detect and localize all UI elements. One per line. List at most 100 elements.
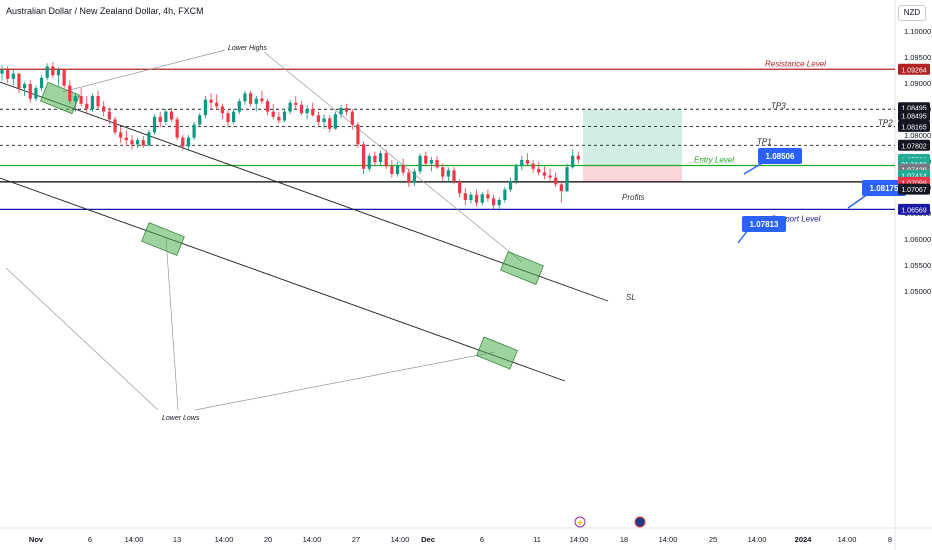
candle-body (130, 140, 134, 145)
green-zone (141, 222, 185, 256)
candle-body (542, 172, 546, 176)
candle-body (525, 159, 530, 164)
y-tick-label: 1.10000 (904, 27, 931, 36)
price-axis-badge (898, 110, 930, 121)
candle-body (356, 124, 360, 145)
x-tick-label: 14:00 (215, 535, 234, 544)
candle-body (497, 200, 501, 206)
candle-body (271, 111, 275, 117)
candle-body (299, 104, 304, 114)
candle-body (158, 116, 162, 122)
y-tick-label: 1.06000 (904, 235, 931, 244)
x-tick-label: 25 (709, 535, 717, 544)
callout-pointer (847, 193, 869, 209)
candle-body (68, 85, 72, 102)
candle-body (469, 194, 473, 200)
y-tick-label: 1.09000 (904, 79, 931, 88)
x-tick-label: 18 (620, 535, 628, 544)
candle-body (147, 132, 151, 146)
candle-body (243, 93, 247, 102)
candle-body (96, 96, 100, 107)
resistance-label: Resistance Level (765, 59, 826, 68)
candle-body (17, 73, 21, 89)
green-zone (476, 336, 518, 370)
candle-body (305, 109, 309, 114)
candle-body (181, 137, 185, 147)
x-tick-label: 14:00 (570, 535, 589, 544)
candle-body (34, 88, 38, 99)
candle-body (56, 70, 61, 76)
candle-body (39, 77, 44, 89)
candle-body (136, 140, 140, 145)
candle-body (367, 155, 371, 169)
candle-body (514, 166, 518, 181)
x-tick-label: 14:00 (125, 535, 144, 544)
candle-body (565, 167, 569, 192)
candle-body (237, 101, 241, 112)
price-axis-badge-text: 1.08495 (901, 106, 926, 113)
green-zone (500, 251, 544, 285)
lower-highs-label: Lower Highs (228, 45, 267, 52)
candle-body (362, 144, 366, 169)
price-axis-badge (898, 139, 930, 151)
price-axis-badge-text: 1.06569 (901, 207, 926, 214)
price-axis-badge (898, 183, 930, 195)
x-tick-label: 11 (533, 535, 541, 544)
candle-body (192, 124, 196, 138)
candle-body (429, 159, 433, 164)
price-axis-badge (898, 120, 930, 132)
y-tick-label: 1.05500 (904, 261, 931, 270)
candle-body (220, 106, 224, 114)
candle-body (198, 115, 202, 125)
candle-body (384, 153, 388, 167)
candle-body (395, 165, 400, 174)
tp1-label: TP1 (757, 137, 772, 146)
price-axis-badge-text: 1.07067 (901, 187, 926, 194)
candle-body (45, 66, 49, 78)
candle-body (491, 198, 496, 206)
x-tick-label: 6 (480, 535, 484, 544)
candle-body (311, 109, 315, 116)
price-axis-badge-text: 1.07802 (901, 143, 926, 150)
candle-body (418, 155, 422, 172)
candle-body (531, 163, 535, 169)
candle-body (119, 132, 123, 138)
price-axis-badge-text: 1.08495 (901, 114, 926, 121)
candle-body (503, 189, 507, 200)
support-label: Support Level (771, 214, 821, 223)
y-tick-label: 1.08000 (904, 131, 931, 140)
candle-body (85, 103, 89, 109)
candle-body (520, 159, 524, 167)
x-tick-label: Dec (421, 535, 435, 544)
stop-loss-zone (583, 165, 682, 182)
candle-body (475, 194, 479, 203)
candle-body (62, 70, 66, 86)
candle-body (232, 111, 236, 122)
candle-body (0, 70, 4, 74)
candle-body (90, 96, 94, 109)
candle-body (124, 137, 128, 141)
x-tick-label: 8 (888, 535, 892, 544)
candle-body (73, 96, 78, 102)
candle-body (152, 116, 157, 133)
candle-body (288, 102, 292, 112)
x-tick-label: 14:00 (303, 535, 322, 544)
x-tick-label: 14:00 (748, 535, 767, 544)
callout-box (862, 180, 906, 196)
x-tick-label: 13 (173, 535, 181, 544)
candle-body (373, 155, 377, 163)
x-tick-label: 14:00 (391, 535, 410, 544)
candle-body (486, 194, 490, 199)
lower-highs-connector (263, 51, 523, 263)
lightning-icon (574, 516, 586, 528)
x-tick-label: 6 (88, 535, 92, 544)
candle-body (390, 166, 394, 174)
candle-body (215, 102, 219, 107)
candle-body (350, 111, 354, 125)
currency-badge[interactable]: NZD (898, 5, 926, 21)
candle-body (282, 111, 287, 121)
candle-body (537, 168, 541, 173)
candle-body (435, 159, 439, 168)
candle-body (508, 180, 513, 190)
